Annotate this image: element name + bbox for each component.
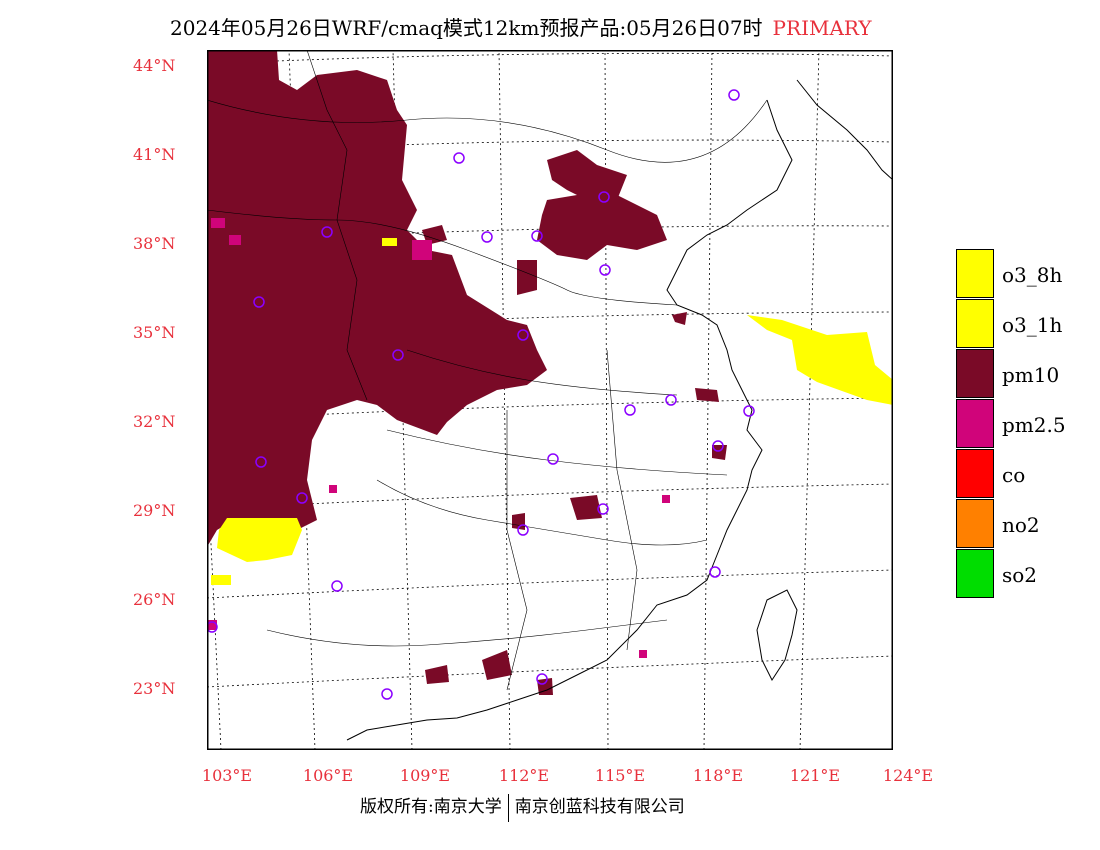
map-title: 2024年05月26日WRF/cmaq模式12km预报产品:05月26日07时 P… — [170, 12, 872, 41]
legend-swatch-pm25 — [956, 399, 994, 448]
lon-label-103: 103°E — [201, 766, 253, 785]
copyright-left: 版权所有:南京大学 — [360, 797, 502, 817]
legend-label-co: co — [1002, 463, 1026, 487]
lat-label-38: 38°N — [133, 234, 176, 253]
forecast-map — [207, 50, 893, 750]
lat-label-29: 29°N — [133, 501, 176, 520]
map-frame — [207, 50, 893, 750]
lat-label-23: 23°N — [133, 679, 176, 698]
legend-label-so2: so2 — [1002, 563, 1038, 587]
copyright-footer: 版权所有:南京大学 南京创蓝科技有限公司 — [360, 792, 685, 822]
station-markers — [207, 89, 755, 700]
legend-swatch-pm10 — [956, 349, 994, 398]
lat-label-26: 26°N — [133, 590, 176, 609]
coastline — [346, 79, 893, 741]
legend-label-pm10: pm10 — [1002, 363, 1060, 387]
lon-label-124: 124°E — [882, 766, 934, 785]
lat-label-41: 41°N — [133, 145, 176, 164]
footer-separator — [507, 793, 509, 822]
pm10-field — [207, 50, 727, 695]
pm25-field — [207, 218, 670, 658]
title-primary-tag: PRIMARY — [772, 16, 872, 40]
province-boundaries — [207, 50, 768, 691]
lon-label-106: 106°E — [302, 766, 354, 785]
legend-swatch-so2 — [956, 549, 994, 598]
legend-swatch-o3-8h — [956, 249, 994, 298]
lon-label-115: 115°E — [594, 766, 646, 785]
legend-label-pm25: pm2.5 — [1002, 413, 1066, 437]
legend-swatch-co — [956, 449, 994, 498]
lat-label-32: 32°N — [133, 412, 176, 431]
o3-field — [211, 238, 893, 585]
legend-label-o3-8h: o3_8h — [1002, 263, 1063, 287]
lon-label-109: 109°E — [399, 766, 451, 785]
copyright-right: 南京创蓝科技有限公司 — [514, 797, 685, 817]
legend-label-no2: no2 — [1002, 513, 1040, 537]
lon-label-118: 118°E — [692, 766, 744, 785]
lat-label-35: 35°N — [133, 323, 176, 342]
legend-swatch-no2 — [956, 499, 994, 548]
lon-label-121: 121°E — [789, 766, 841, 785]
legend-label-o3-1h: o3_1h — [1002, 313, 1063, 337]
title-main: 2024年05月26日WRF/cmaq模式12km预报产品:05月26日07时 — [170, 16, 763, 40]
legend-swatch-o3-1h — [956, 299, 994, 348]
lat-label-44: 44°N — [133, 56, 176, 75]
lon-label-112: 112°E — [498, 766, 550, 785]
